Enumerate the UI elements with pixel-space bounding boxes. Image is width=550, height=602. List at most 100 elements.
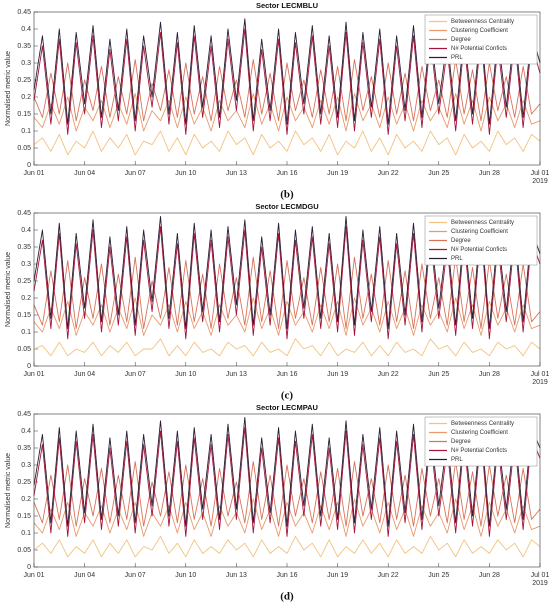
- x-tick-label: Jun 10: [175, 371, 196, 378]
- x-tick-label: Jun 16: [276, 572, 297, 579]
- series-line: [33, 338, 541, 357]
- x-tick-label: Jun 19: [327, 371, 348, 378]
- legend-label: Degree: [451, 37, 471, 43]
- y-axis-label: Normalised metric value: [5, 252, 12, 327]
- series-line: [33, 297, 541, 336]
- x-tick-label: Jul 01: [531, 170, 550, 177]
- y-tick-label: 0.1: [21, 329, 31, 336]
- x-tick-label: Jun 10: [175, 572, 196, 579]
- x-tick-label: Jun 28: [479, 572, 500, 579]
- x-tick-label: Jun 16: [276, 371, 297, 378]
- axes-box: [33, 413, 541, 568]
- y-tick-label: 0.35: [17, 445, 31, 452]
- x-tick-label: Jun 07: [125, 572, 146, 579]
- y-tick-label: 0.05: [17, 145, 31, 152]
- y-tick-label: 0.25: [17, 77, 31, 84]
- y-tick-label: 0.3: [21, 462, 31, 469]
- legend-label: N# Potential Conficts: [451, 247, 507, 253]
- y-tick-label: 0.2: [21, 94, 31, 101]
- y-tick-label: 0.15: [17, 111, 31, 118]
- x-tick-label: Jun 07: [125, 170, 146, 177]
- x-tick-label: Jun 28: [479, 371, 500, 378]
- series-line: [33, 130, 541, 156]
- series-line: [33, 18, 541, 125]
- legend-label: PRL: [451, 256, 463, 262]
- y-tick-label: 0.4: [21, 227, 31, 234]
- caption: (d): [280, 591, 294, 602]
- x-tick-label: Jun 04: [74, 572, 95, 579]
- y-tick-label: 0.1: [21, 128, 31, 135]
- legend-label: Degree: [451, 439, 471, 445]
- series-line: [33, 28, 541, 135]
- y-tick-label: 0.15: [17, 513, 31, 520]
- y-tick-label: 0.4: [21, 428, 31, 435]
- y-tick-label: 0.45: [17, 9, 31, 16]
- series-line: [33, 535, 541, 558]
- x-tick-label: Jun 13: [226, 371, 247, 378]
- legend-label: N# Potential Conficts: [451, 448, 507, 454]
- series-line: [33, 226, 541, 340]
- series-line: [33, 215, 541, 330]
- legend-label: PRL: [451, 55, 463, 61]
- y-axis-label: Normalised metric value: [5, 453, 12, 528]
- x-tick-label: Jun 22: [378, 170, 399, 177]
- x-tick-label: Jun 13: [226, 170, 247, 177]
- x-tick-label: Jun 10: [175, 170, 196, 177]
- chart-title: Sector LECMDGU: [255, 202, 318, 211]
- y-tick-label: 0.45: [17, 210, 31, 217]
- x-tick-label: Jun 19: [327, 572, 348, 579]
- x-tick-label: Jun 19: [327, 170, 348, 177]
- axes-box: [33, 212, 541, 367]
- x-tick-label: Jun 04: [74, 170, 95, 177]
- caption: (c): [281, 390, 294, 402]
- series-line: [33, 498, 541, 537]
- y-tick-label: 0.2: [21, 295, 31, 302]
- x-tick-label: Jun 13: [226, 572, 247, 579]
- chart-title: Sector LECMPAU: [256, 403, 318, 412]
- legend-label: PRL: [451, 457, 463, 463]
- x-tick-label: Jun 22: [378, 572, 399, 579]
- x-tick-label: Jun 01: [23, 572, 44, 579]
- series-line: [33, 416, 541, 527]
- y-tick-label: 0.35: [17, 244, 31, 251]
- y-tick-label: 0: [27, 162, 31, 169]
- y-tick-label: 0.3: [21, 60, 31, 67]
- y-tick-label: 0.3: [21, 261, 31, 268]
- axes-box: [33, 11, 541, 166]
- x-tick-label: Jun 28: [479, 170, 500, 177]
- y-tick-label: 0.25: [17, 479, 31, 486]
- x-tick-label: Jul 01: [531, 371, 550, 378]
- x-tick-label: Jun 01: [23, 371, 44, 378]
- x-tick-label: Jun 25: [428, 170, 449, 177]
- x-year-label: 2019: [532, 178, 548, 185]
- y-tick-label: 0.2: [21, 496, 31, 503]
- x-tick-label: Jun 04: [74, 371, 95, 378]
- x-tick-label: Jun 01: [23, 170, 44, 177]
- legend-label: Betweenness Centrality: [451, 220, 514, 226]
- y-tick-label: 0.35: [17, 43, 31, 50]
- x-tick-label: Jun 07: [125, 371, 146, 378]
- y-tick-label: 0: [27, 564, 31, 571]
- legend-label: Clustering Coefficient: [451, 430, 508, 436]
- series-line: [33, 427, 541, 537]
- y-tick-label: 0.25: [17, 278, 31, 285]
- x-tick-label: Jun 25: [428, 572, 449, 579]
- y-tick-label: 0: [27, 363, 31, 370]
- legend-label: N# Potential Conficts: [451, 46, 507, 52]
- legend-label: Betweenness Centrality: [451, 421, 514, 427]
- legend-label: Degree: [451, 238, 471, 244]
- y-tick-label: 0.4: [21, 26, 31, 33]
- y-tick-label: 0.1: [21, 530, 31, 537]
- chart-title: Sector LECMBLU: [256, 1, 318, 10]
- x-year-label: 2019: [532, 580, 548, 587]
- x-tick-label: Jun 25: [428, 371, 449, 378]
- series-line: [33, 93, 541, 132]
- y-tick-label: 0.45: [17, 411, 31, 418]
- y-tick-label: 0.05: [17, 346, 31, 353]
- x-year-label: 2019: [532, 379, 548, 386]
- x-tick-label: Jun 16: [276, 170, 297, 177]
- y-tick-label: 0.15: [17, 312, 31, 319]
- x-tick-label: Jun 22: [378, 371, 399, 378]
